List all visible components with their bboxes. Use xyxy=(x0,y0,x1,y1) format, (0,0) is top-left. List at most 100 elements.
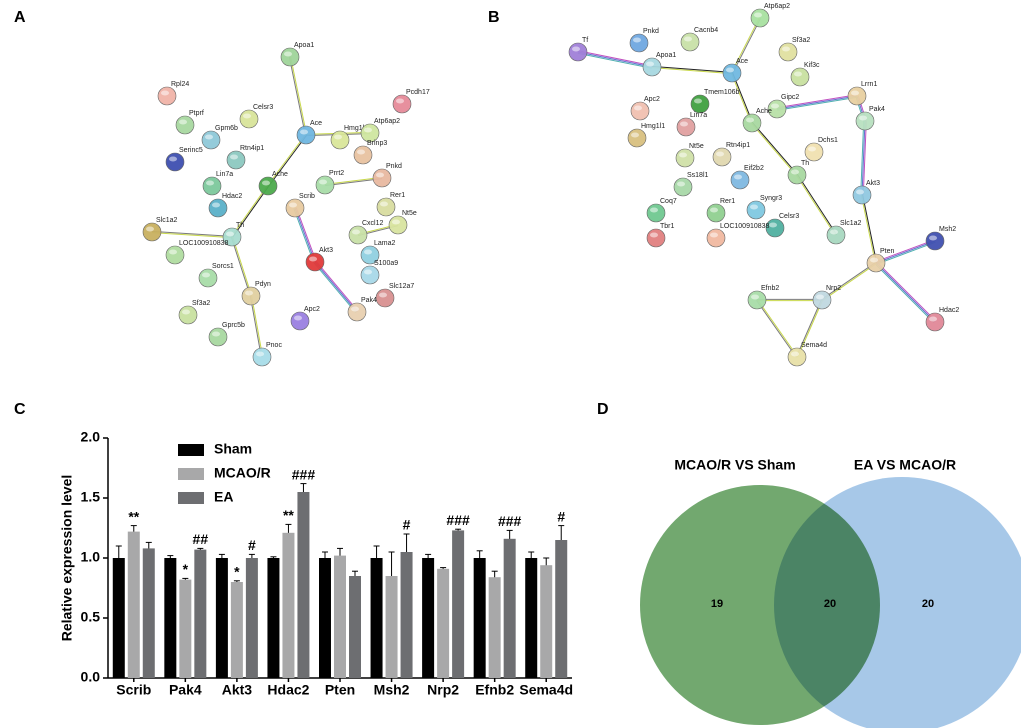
node-label: Akt3 xyxy=(319,247,333,254)
node-label: Hmg1l1 xyxy=(641,123,665,130)
node xyxy=(646,203,666,223)
node-label: LOC100910838 xyxy=(179,240,229,247)
node-highlight xyxy=(694,98,702,104)
node-label: Rer1 xyxy=(390,192,405,199)
node xyxy=(285,198,305,218)
node-highlight xyxy=(929,316,937,322)
node-label: Dchs1 xyxy=(818,137,838,144)
y-axis-label: Relative expression level xyxy=(59,475,75,642)
bar xyxy=(112,558,125,678)
bar xyxy=(488,577,501,678)
node xyxy=(787,165,807,185)
node xyxy=(826,225,846,245)
node xyxy=(198,268,218,288)
node xyxy=(706,228,726,248)
edge xyxy=(795,299,822,357)
node-label: Efnb2 xyxy=(761,285,779,292)
edge xyxy=(860,195,876,264)
bar xyxy=(297,492,310,678)
panel-label: A xyxy=(14,9,26,26)
bar xyxy=(540,565,553,678)
node-label: Apoa1 xyxy=(294,42,314,49)
edge xyxy=(862,194,878,263)
node-highlight xyxy=(572,46,580,52)
edge xyxy=(797,300,824,358)
node-highlight xyxy=(364,249,372,255)
node-highlight xyxy=(284,51,292,57)
node xyxy=(778,42,798,62)
bar xyxy=(525,558,538,678)
node xyxy=(142,222,162,242)
node xyxy=(165,152,185,172)
node-highlight xyxy=(859,115,867,121)
node-label: Ache xyxy=(272,171,288,178)
node-highlight xyxy=(352,229,360,235)
significance-label: * xyxy=(234,564,240,580)
bar xyxy=(349,576,361,678)
node-highlight xyxy=(294,315,302,321)
node-label: Lin7a xyxy=(690,112,707,119)
bar xyxy=(422,558,435,678)
edge xyxy=(751,123,797,176)
node-label: Rer1 xyxy=(720,198,735,205)
edge xyxy=(230,237,251,297)
edge xyxy=(732,18,762,74)
node-highlight xyxy=(650,232,658,238)
significance-label: ### xyxy=(446,512,470,528)
node-highlight xyxy=(754,12,762,18)
edge xyxy=(577,52,652,69)
node xyxy=(388,215,408,235)
node-highlight xyxy=(379,292,387,298)
node-highlight xyxy=(726,67,734,73)
node-label: Lrrn1 xyxy=(861,81,877,88)
node-label: Ace xyxy=(736,58,748,65)
y-tick-label: 1.5 xyxy=(81,489,101,505)
node xyxy=(376,197,396,217)
node-highlight xyxy=(243,113,251,119)
node-highlight xyxy=(782,46,790,52)
bar xyxy=(127,531,140,678)
legend-label: Sham xyxy=(214,441,252,457)
node xyxy=(226,150,246,170)
node-label: Pak4 xyxy=(361,297,377,304)
node xyxy=(866,253,886,273)
node-highlight xyxy=(791,351,799,357)
edge xyxy=(578,50,653,67)
set-label: EA VS MCAO/R xyxy=(854,457,956,473)
node xyxy=(673,177,693,197)
node-label: Apc2 xyxy=(644,96,660,103)
node-label: Pnkd xyxy=(386,163,402,170)
node-label: Celsr3 xyxy=(253,104,273,111)
significance-label: # xyxy=(557,508,565,524)
edge xyxy=(251,295,264,357)
x-tick-label: Sema4d xyxy=(519,682,573,698)
node xyxy=(372,168,392,188)
edge xyxy=(232,186,269,238)
edge xyxy=(756,300,797,358)
node-label: Hmg1l1 xyxy=(344,125,368,132)
bar xyxy=(503,538,516,678)
node xyxy=(630,101,650,121)
node-highlight xyxy=(364,127,372,133)
node xyxy=(347,302,367,322)
node xyxy=(208,327,228,347)
node-label: Celsr3 xyxy=(779,213,799,220)
edge xyxy=(315,260,359,312)
node-label: Slc12a7 xyxy=(389,283,414,290)
node-label: Tbr1 xyxy=(660,223,675,230)
node xyxy=(790,67,810,87)
node-label: Ss18l1 xyxy=(687,172,709,179)
node xyxy=(392,94,412,114)
node xyxy=(568,42,588,62)
node xyxy=(175,115,195,135)
node xyxy=(629,33,649,53)
node-highlight xyxy=(769,222,777,228)
node-label: Lama2 xyxy=(374,240,396,247)
bar xyxy=(245,558,258,678)
node xyxy=(706,203,726,223)
node-label: Rtn4ip1 xyxy=(726,142,750,149)
edge xyxy=(651,67,732,75)
edge xyxy=(151,232,232,239)
bar xyxy=(164,558,177,678)
node-highlight xyxy=(716,151,724,157)
